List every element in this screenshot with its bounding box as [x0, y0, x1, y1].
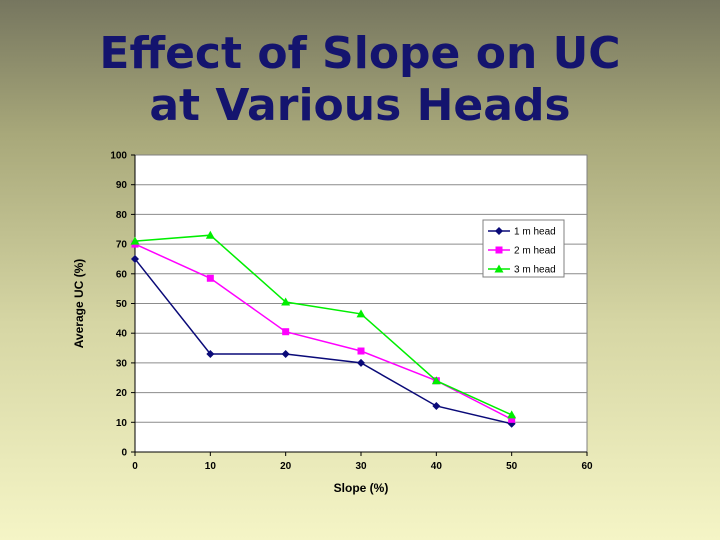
y-tick-label-70: 70	[116, 240, 128, 251]
series-line-3	[134, 234, 512, 416]
data-point-s1-4	[432, 401, 441, 410]
x-tick-label-40: 40	[431, 461, 443, 472]
y-tick-label-80: 80	[116, 210, 128, 221]
x-tick-label-0: 0	[132, 461, 138, 472]
series-1	[131, 254, 516, 428]
x-tick-label-50: 50	[506, 461, 518, 472]
data-point-s3-4	[431, 376, 441, 385]
x-axis-title: Slope (%)	[334, 481, 389, 495]
x-tick-label-30: 30	[355, 461, 367, 472]
data-point-s1-2	[281, 349, 290, 358]
data-point-s1-1	[206, 349, 215, 358]
y-tick-label-60: 60	[116, 269, 128, 280]
y-tick-label-50: 50	[116, 299, 128, 310]
data-point-s3-1	[205, 230, 215, 239]
y-tick-label-90: 90	[116, 180, 128, 191]
data-point-s2-5	[508, 415, 516, 423]
slide-title-line-1: Effect of Slope on UC	[99, 28, 621, 79]
legend-label-3: 3 m head	[514, 265, 556, 276]
data-point-s3-2	[281, 297, 291, 306]
x-tick-label-10: 10	[205, 461, 217, 472]
legend-label-2: 2 m head	[514, 246, 556, 257]
y-tick-label-10: 10	[116, 418, 128, 429]
data-point-s3-3	[356, 309, 366, 318]
data-point-s1-3	[357, 358, 365, 367]
y-tick-label-40: 40	[116, 329, 128, 340]
slide-title-line-2: at Various Heads	[149, 80, 571, 131]
legend-label-1: 1 m head	[514, 227, 556, 238]
y-tick-label-20: 20	[116, 388, 128, 399]
series-line-1	[134, 258, 512, 425]
slide-title: Effect of Slope on UC at Various Heads	[0, 28, 720, 132]
x-tick-label-20: 20	[280, 461, 292, 472]
y-tick-label-100: 100	[110, 151, 127, 162]
data-point-s2-2	[282, 328, 290, 336]
legend-marker-3	[494, 264, 504, 273]
legend: 1 m head 2 m head 3 m head	[482, 219, 565, 278]
x-tick-label-60: 60	[581, 461, 593, 472]
data-point-s3-0	[130, 236, 140, 245]
data-point-s2-3	[357, 347, 365, 355]
y-axis-title: Average UC (%)	[72, 259, 86, 349]
data-point-s3-5	[507, 410, 517, 419]
data-point-s1-0	[131, 254, 139, 263]
y-tick-label-0: 0	[121, 448, 127, 459]
series-3	[130, 230, 517, 419]
legend-marker-1	[495, 227, 503, 235]
data-point-s2-1	[206, 274, 214, 282]
legend-marker-2	[495, 246, 503, 254]
y-tick-label-30: 30	[116, 358, 128, 369]
